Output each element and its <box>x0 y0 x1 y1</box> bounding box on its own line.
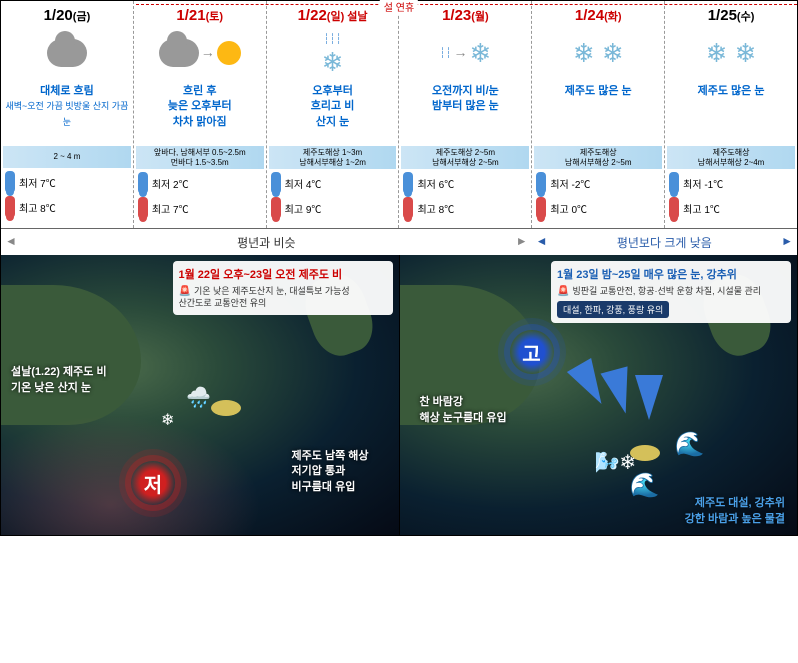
day-col-2: 1/22(일) 설날 ┆┆┆❄ 오후부터 흐리고 비 산지 눈 제주도해상 1~… <box>267 1 400 228</box>
weather-icon-4: ❄ ❄ <box>534 28 662 78</box>
high-pressure-icon: 고 <box>510 330 554 374</box>
sun-icon <box>217 41 241 65</box>
rain-snow-icon: ┆┆┆❄ <box>322 29 344 78</box>
alert-pill: 대설, 한파, 강풍, 풍랑 유의 <box>557 301 669 318</box>
compare-bar: 평년과 비슷 평년보다 크게 낮음 <box>1 229 797 255</box>
weather-icon-2: ┆┆┆❄ <box>269 28 397 78</box>
day-col-5: 1/25(수) ❄ ❄ 제주도 많은 눈 제주도해상 남해서부해상 2~4m 최… <box>665 1 797 228</box>
weather-icon-1 <box>136 28 264 78</box>
day-col-0: 1/20(금) 대체로 흐림새벽~오전 가끔 빗방울 산지 가끔 눈 2 ~ 4… <box>1 1 134 228</box>
high-temp-0: 최고 8℃ <box>5 196 129 218</box>
date-5: 1/25(수) <box>667 7 795 24</box>
map-left: 1월 22일 오후~23일 오전 제주도 비 기온 낮은 제주도산지 눈, 대설… <box>1 255 400 535</box>
thermo-red-icon <box>138 197 148 219</box>
summary-1: 흐린 후 늦은 오후부터 차차 맑아짐 <box>136 84 264 140</box>
map-text-4: 제주도 대설, 강추위 강한 바람과 높은 물결 <box>685 496 785 527</box>
day-col-4: 1/24(화) ❄ ❄ 제주도 많은 눈 제주도해상 남해서부해상 2~5m 최… <box>532 1 665 228</box>
arrow-icon <box>454 44 468 62</box>
high-temp-1: 최고 7℃ <box>138 197 262 219</box>
wave-2: 제주도해상 1~3m 남해서부해상 1~2m <box>269 146 397 169</box>
wave-icon: 🌊 <box>630 471 660 500</box>
low-temp-5: 최저 -1℃ <box>669 172 793 194</box>
summary-2: 오후부터 흐리고 비 산지 눈 <box>269 84 397 140</box>
summary-0: 대체로 흐림새벽~오전 가끔 빗방울 산지 가끔 눈 <box>3 84 131 140</box>
wave-icon: 🌊 <box>675 430 705 459</box>
thermo-blue-icon <box>403 172 413 194</box>
high-temp-2: 최고 9℃ <box>271 197 395 219</box>
thermo-blue-icon <box>271 172 281 194</box>
date-3: 1/23(월) <box>401 7 529 24</box>
low-temp-4: 최저 -2℃ <box>536 172 660 194</box>
thermo-red-icon <box>669 197 679 219</box>
weather-icon-5: ❄ ❄ <box>667 28 795 78</box>
wind-arrow-icon <box>600 367 639 418</box>
thermo-red-icon <box>5 196 15 218</box>
wave-1: 앞바다, 남해서부 0.5~2.5m 먼바다 1.5~3.5m <box>136 146 264 169</box>
daily-forecast-grid: 설 연휴 1/20(금) 대체로 흐림새벽~오전 가끔 빗방울 산지 가끔 눈 … <box>1 1 797 229</box>
summary-3: 오전까지 비/눈 밤부터 많은 눈 <box>401 84 529 140</box>
wind-arrow-icon <box>635 375 663 420</box>
low-temp-1: 최저 2℃ <box>138 172 262 194</box>
alert-line2-left: 산간도로 교통안전 유의 <box>179 298 387 310</box>
alert-line1-right: 빙판길 교통안전, 항공·선박 운항 차질, 시설물 관리 <box>557 285 785 298</box>
wave-5: 제주도해상 남해서부해상 2~4m <box>667 146 795 169</box>
low-pressure-icon: 저 <box>131 461 175 505</box>
holiday-label: 설 연휴 <box>380 0 418 14</box>
cloud-icon <box>159 39 199 67</box>
thermo-blue-icon <box>536 172 546 194</box>
day-col-3: 1/23(월) ┆┆ ❄ 오전까지 비/눈 밤부터 많은 눈 제주도해상 2~5m… <box>399 1 532 228</box>
date-4: 1/24(화) <box>534 7 662 24</box>
wave-3: 제주도해상 2~5m 남해서부해상 2~5m <box>401 146 529 169</box>
land-shape <box>1 285 141 425</box>
rain-icon: ┆┆ <box>439 48 451 59</box>
map-right: 1월 23일 밤~25일 매우 많은 눈, 강추위 빙판길 교통안전, 항공·선… <box>400 255 798 535</box>
alert-box-left: 1월 22일 오후~23일 오전 제주도 비 기온 낮은 제주도산지 눈, 대설… <box>173 261 393 315</box>
thermo-blue-icon <box>138 172 148 194</box>
alert-line1-left: 기온 낮은 제주도산지 눈, 대설특보 가능성 <box>179 285 387 298</box>
thermo-blue-icon <box>669 172 679 194</box>
date-0: 1/20(금) <box>3 7 131 24</box>
map-text-3: 찬 바람강 해상 눈구름대 유입 <box>420 395 507 426</box>
summary-4: 제주도 많은 눈 <box>534 84 662 140</box>
maps-row: 1월 22일 오후~23일 오전 제주도 비 기온 낮은 제주도산지 눈, 대설… <box>1 255 797 535</box>
snow-icon: ❄ ❄ <box>706 38 757 69</box>
thermo-red-icon <box>403 197 413 219</box>
high-temp-5: 최고 1℃ <box>669 197 793 219</box>
snowflake-emoji: ❄ <box>161 410 174 430</box>
compare-normal: 평년과 비슷 <box>1 234 532 251</box>
low-temp-2: 최저 4℃ <box>271 172 395 194</box>
rain-zone <box>1 415 261 535</box>
compare-below: 평년보다 크게 낮음 <box>532 234 797 251</box>
date-2: 1/22(일) 설날 <box>269 7 397 24</box>
holiday-line <box>136 4 797 5</box>
low-temp-3: 최저 6℃ <box>403 172 527 194</box>
alert-title-left: 1월 22일 오후~23일 오전 제주도 비 <box>179 266 387 282</box>
jeju-island <box>211 400 241 416</box>
high-temp-4: 최고 0℃ <box>536 197 660 219</box>
date-1: 1/21(토) <box>136 7 264 24</box>
wave-4: 제주도해상 남해서부해상 2~5m <box>534 146 662 169</box>
low-temp-0: 최저 7℃ <box>5 171 129 193</box>
weather-icon-3: ┆┆ ❄ <box>401 28 529 78</box>
alert-box-right: 1월 23일 밤~25일 매우 많은 눈, 강추위 빙판길 교통안전, 항공·선… <box>551 261 791 323</box>
weather-icon-0 <box>3 28 131 78</box>
rain-emoji: 🌧️ <box>186 385 211 410</box>
snow-icon: ❄ ❄ <box>573 38 624 69</box>
thermo-red-icon <box>536 197 546 219</box>
cloud-icon <box>47 39 87 67</box>
thermo-red-icon <box>271 197 281 219</box>
snow-icon: ❄ <box>470 38 492 69</box>
weather-forecast-container: 설 연휴 1/20(금) 대체로 흐림새벽~오전 가끔 빗방울 산지 가끔 눈 … <box>0 0 798 536</box>
day-col-1: 1/21(토) 흐린 후 늦은 오후부터 차차 맑아짐 앞바다, 남해서부 0.… <box>134 1 267 228</box>
map-text-1: 설날(1.22) 제주도 비 기온 낮은 산지 눈 <box>11 365 107 396</box>
arrow-icon <box>201 44 215 62</box>
wave-0: 2 ~ 4 m <box>3 146 131 168</box>
alert-title-right: 1월 23일 밤~25일 매우 많은 눈, 강추위 <box>557 266 785 282</box>
high-temp-3: 최고 8℃ <box>403 197 527 219</box>
thermo-blue-icon <box>5 171 15 193</box>
summary-5: 제주도 많은 눈 <box>667 84 795 140</box>
map-text-2: 제주도 남쪽 해상 저기압 통과 비구름대 유입 <box>292 449 369 495</box>
